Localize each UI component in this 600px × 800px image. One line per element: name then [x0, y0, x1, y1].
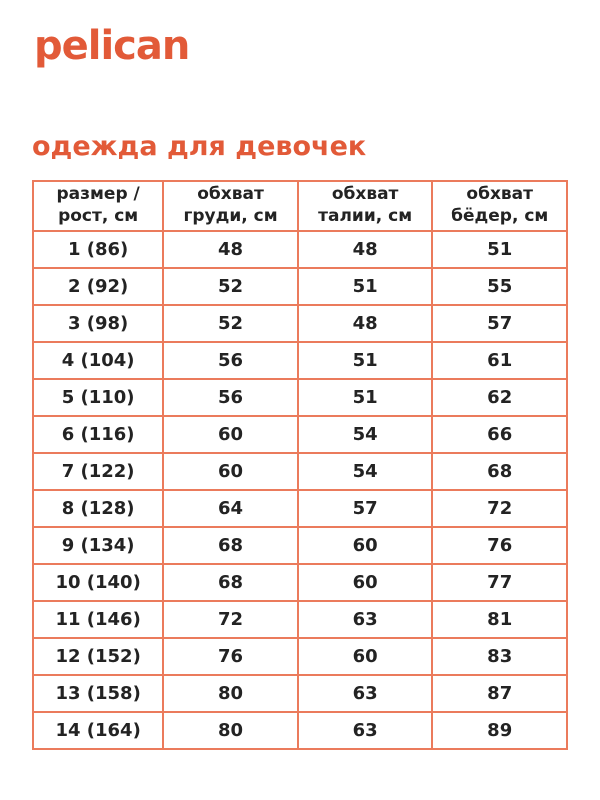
cell-size: 4 (104) [31, 340, 165, 380]
header-waist-line2: талии, см [318, 205, 413, 226]
cell-size: 12 (152) [31, 636, 165, 676]
table-row: 7 (122) 60 54 68 [31, 451, 568, 491]
cell-size: 7 (122) [31, 451, 165, 491]
cell-size: 11 (146) [31, 599, 165, 639]
header-chest: обхват груди, см [162, 179, 299, 232]
cell-waist: 54 [296, 451, 434, 491]
cell-size: 3 (98) [31, 303, 165, 343]
cell-hips: 81 [431, 599, 568, 639]
table-row: 11 (146) 72 63 81 [31, 599, 568, 639]
table-row: 9 (134) 68 60 76 [31, 525, 568, 565]
cell-waist: 60 [296, 525, 434, 565]
size-table-body: 1 (86) 48 48 51 2 (92) 52 51 55 3 (98) 52 48 57 4 (1… [31, 229, 568, 750]
cell-size: 1 (86) [31, 229, 165, 269]
cell-waist: 54 [296, 414, 434, 454]
cell-hips: 76 [431, 525, 568, 565]
cell-size: 9 (134) [31, 525, 165, 565]
cell-chest: 64 [162, 488, 299, 528]
cell-hips: 66 [431, 414, 568, 454]
cell-chest: 80 [162, 710, 299, 750]
header-row: размер / рост, см обхват груди, см обхва… [31, 179, 568, 232]
cell-waist: 48 [296, 303, 434, 343]
header-size: размер / рост, см [31, 179, 165, 232]
cell-waist: 63 [296, 673, 434, 713]
size-table-header: размер / рост, см обхват груди, см обхва… [31, 179, 568, 232]
header-hips-line1: обхват [466, 184, 533, 205]
table-row: 5 (110) 56 51 62 [31, 377, 568, 417]
table-row: 12 (152) 76 60 83 [31, 636, 568, 676]
cell-chest: 68 [162, 525, 299, 565]
cell-hips: 68 [431, 451, 568, 491]
cell-size: 2 (92) [31, 266, 165, 306]
cell-waist: 51 [296, 340, 434, 380]
table-row: 8 (128) 64 57 72 [31, 488, 568, 528]
cell-chest: 60 [162, 451, 299, 491]
cell-size: 14 (164) [31, 710, 165, 750]
cell-waist: 57 [296, 488, 434, 528]
header-chest-line1: обхват [197, 184, 264, 205]
cell-size: 8 (128) [31, 488, 165, 528]
table-row: 4 (104) 56 51 61 [31, 340, 568, 380]
cell-chest: 52 [162, 266, 299, 306]
cell-size: 10 (140) [31, 562, 165, 602]
cell-hips: 55 [431, 266, 568, 306]
table-row: 10 (140) 68 60 77 [31, 562, 568, 602]
header-waist-line1: обхват [331, 184, 399, 205]
header-size-line2: рост, см [58, 205, 139, 226]
cell-waist: 60 [296, 636, 434, 676]
table-row: 3 (98) 52 48 57 [31, 303, 568, 343]
cell-waist: 63 [296, 710, 434, 750]
table-row: 14 (164) 80 63 89 [31, 710, 568, 750]
cell-chest: 56 [162, 377, 299, 417]
cell-hips: 72 [431, 488, 568, 528]
cell-waist: 60 [296, 562, 434, 602]
header-hips: обхват бёдер, см [431, 179, 568, 232]
cell-chest: 68 [162, 562, 299, 602]
cell-chest: 60 [162, 414, 299, 454]
cell-hips: 62 [431, 377, 568, 417]
cell-hips: 57 [431, 303, 568, 343]
cell-hips: 83 [431, 636, 568, 676]
cell-chest: 56 [162, 340, 299, 380]
table-row: 13 (158) 80 63 87 [31, 673, 568, 713]
cell-chest: 72 [162, 599, 299, 639]
size-chart-table: размер / рост, см обхват груди, см обхва… [31, 179, 568, 750]
cell-size: 13 (158) [31, 673, 165, 713]
cell-waist: 48 [296, 229, 434, 269]
page-title: одежда для девочек [32, 131, 367, 162]
table-row: 6 (116) 60 54 66 [31, 414, 568, 454]
cell-hips: 51 [431, 229, 568, 269]
table-row: 1 (86) 48 48 51 [31, 229, 568, 269]
table-row: 2 (92) 52 51 55 [31, 266, 568, 306]
cell-size: 6 (116) [31, 414, 165, 454]
cell-hips: 89 [431, 710, 568, 750]
cell-chest: 76 [162, 636, 299, 676]
cell-waist: 51 [296, 377, 434, 417]
cell-chest: 80 [162, 673, 299, 713]
header-waist: обхват талии, см [296, 179, 434, 232]
cell-hips: 87 [431, 673, 568, 713]
brand-logo: pelican [34, 23, 190, 69]
cell-waist: 63 [296, 599, 434, 639]
cell-hips: 61 [431, 340, 568, 380]
cell-chest: 52 [162, 303, 299, 343]
cell-waist: 51 [296, 266, 434, 306]
header-hips-line2: бёдер, см [451, 205, 549, 226]
header-chest-line2: груди, см [183, 205, 278, 226]
cell-size: 5 (110) [31, 377, 165, 417]
header-size-line1: размер / [56, 184, 140, 205]
cell-chest: 48 [162, 229, 299, 269]
cell-hips: 77 [431, 562, 568, 602]
